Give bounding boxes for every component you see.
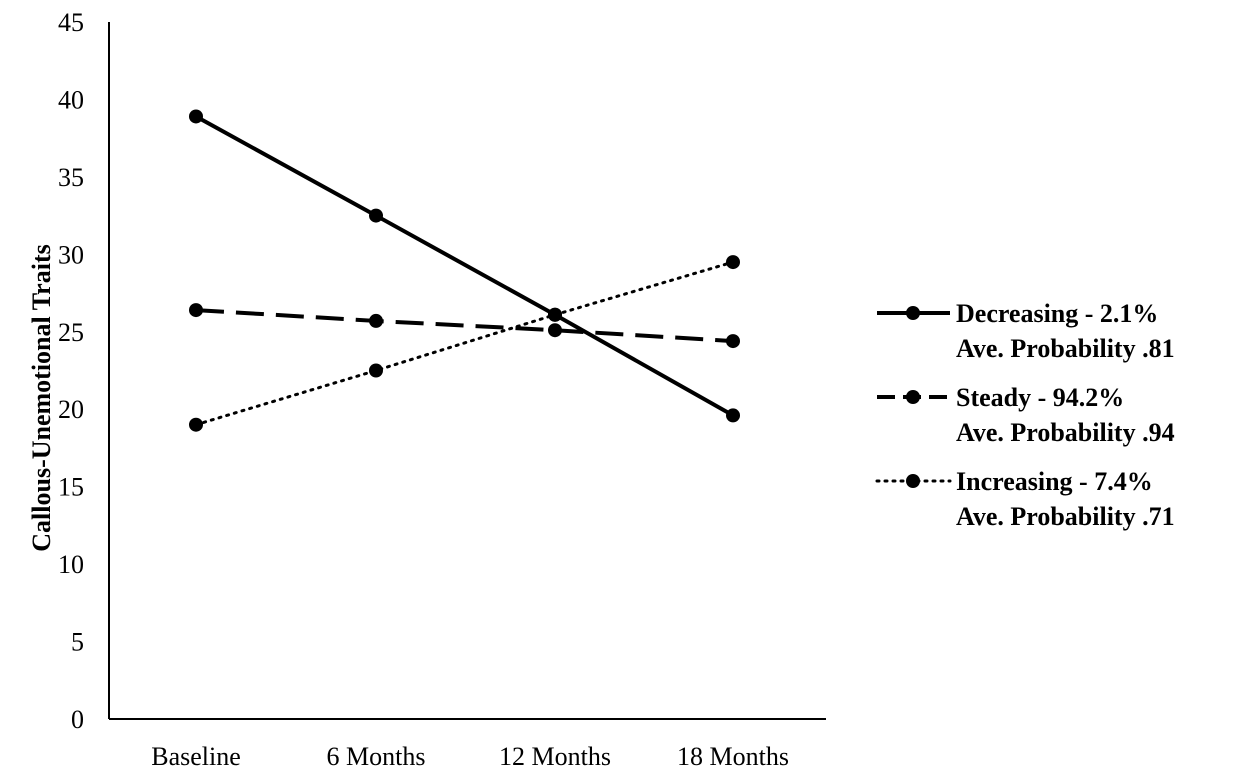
series-marker — [369, 363, 383, 378]
x-tick-label: Baseline — [151, 742, 241, 771]
series-marker — [369, 208, 383, 223]
y-tick-label: 30 — [58, 240, 84, 269]
series-marker — [369, 313, 383, 328]
axes — [108, 22, 826, 720]
series-marker — [726, 255, 740, 270]
series-marker — [548, 323, 562, 338]
legend-series-name: Decreasing - 2.1% — [956, 299, 1158, 328]
legend-series-sublabel: Ave. Probability .71 — [956, 502, 1175, 531]
series-marker — [726, 334, 740, 349]
series-line — [194, 260, 735, 427]
y-tick-label: 35 — [58, 163, 84, 192]
legend-marker-sample — [906, 474, 920, 488]
x-tick-labels: Baseline 6 Months 12 Months 18 Months — [151, 742, 789, 771]
y-axis-label: Callous-Unemotional Traits — [27, 244, 56, 551]
series-marker — [726, 408, 740, 423]
y-tick-labels: 0 5 10 15 20 25 30 35 40 45 — [58, 8, 84, 734]
y-tick-label: 45 — [58, 8, 84, 37]
y-tick-label: 10 — [58, 550, 84, 579]
y-tick-label: 0 — [71, 705, 84, 734]
y-tick-label: 5 — [71, 628, 84, 657]
x-tick-label: 12 Months — [499, 742, 611, 771]
series-marker — [548, 307, 562, 322]
legend-marker-sample — [906, 390, 920, 404]
series-line — [195, 114, 734, 418]
series-marker — [189, 303, 203, 318]
x-tick-label: 18 Months — [677, 742, 789, 771]
y-tick-label: 20 — [58, 395, 84, 424]
y-tick-label: 15 — [58, 473, 84, 502]
x-tick-label: 6 Months — [327, 742, 426, 771]
legend-series-name: Steady - 94.2% — [956, 383, 1124, 412]
legend: Decreasing - 2.1% Ave. Probability .81 Ste… — [875, 299, 1175, 531]
series-lines — [189, 109, 740, 432]
series-line — [195, 308, 734, 344]
legend-series-sublabel: Ave. Probability .81 — [956, 334, 1175, 363]
series-marker — [189, 109, 203, 124]
y-tick-label: 25 — [58, 318, 84, 347]
legend-series-sublabel: Ave. Probability .94 — [956, 418, 1175, 447]
legend-marker-sample — [906, 306, 920, 320]
series-marker — [189, 417, 203, 432]
y-tick-label: 40 — [58, 85, 84, 114]
legend-series-name: Increasing - 7.4% — [956, 467, 1153, 496]
